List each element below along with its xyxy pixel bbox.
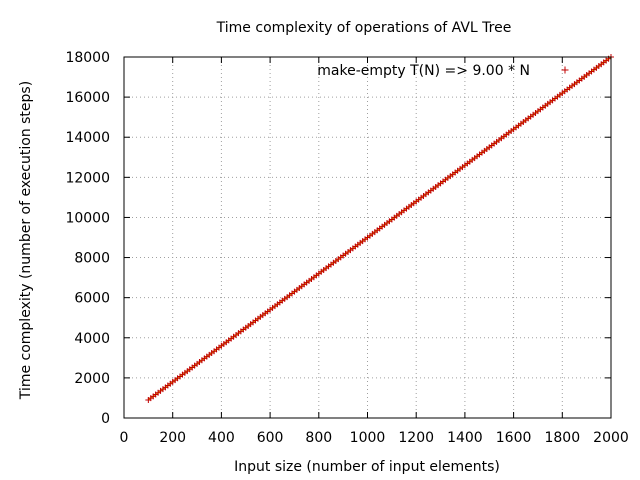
x-tick-label: 800 [305, 430, 332, 446]
x-tick-label: 0 [120, 430, 129, 446]
x-tick-label: 400 [208, 430, 235, 446]
x-axis-label: Input size (number of input elements) [234, 459, 500, 475]
y-tick-label: 4000 [74, 331, 110, 347]
data-series [145, 54, 614, 403]
x-tick-labels: 0 200 400 600 800 1000 1200 1400 1600 1800 2000 [120, 430, 629, 446]
chart-title: Time complexity of operations of AVL Tre… [216, 20, 512, 36]
y-tick-label: 12000 [65, 170, 110, 186]
y-axis-label: Time complexity (number of execution ste… [18, 81, 34, 400]
x-tick-label: 1800 [544, 430, 580, 446]
plot-frame [123, 56, 612, 419]
y-tick-label: 6000 [74, 291, 110, 307]
x-tick-label: 1600 [496, 430, 532, 446]
y-tick-label: 16000 [65, 90, 110, 106]
x-tick-label: 1000 [350, 430, 386, 446]
legend-label: make-empty T(N) => 9.00 * N [317, 63, 530, 79]
x-tick-label: 2000 [593, 430, 629, 446]
y-tick-label: 8000 [74, 251, 110, 267]
x-tick-label: 600 [257, 430, 284, 446]
y-tick-label: 14000 [65, 130, 110, 146]
y-tick-label: 10000 [65, 210, 110, 226]
legend-marker [561, 66, 569, 74]
x-tick-label: 200 [159, 430, 186, 446]
y-tick-label: 2000 [74, 371, 110, 387]
y-tick-label: 0 [101, 411, 110, 427]
y-tick-labels: 0 2000 4000 6000 8000 10000 12000 14000 16000 180… [65, 50, 110, 427]
legend: make-empty T(N) => 9.00 * N [317, 63, 569, 79]
y-tick-label: 18000 [65, 50, 110, 66]
x-tick-label: 1400 [447, 430, 483, 446]
x-tick-label: 1200 [398, 430, 434, 446]
